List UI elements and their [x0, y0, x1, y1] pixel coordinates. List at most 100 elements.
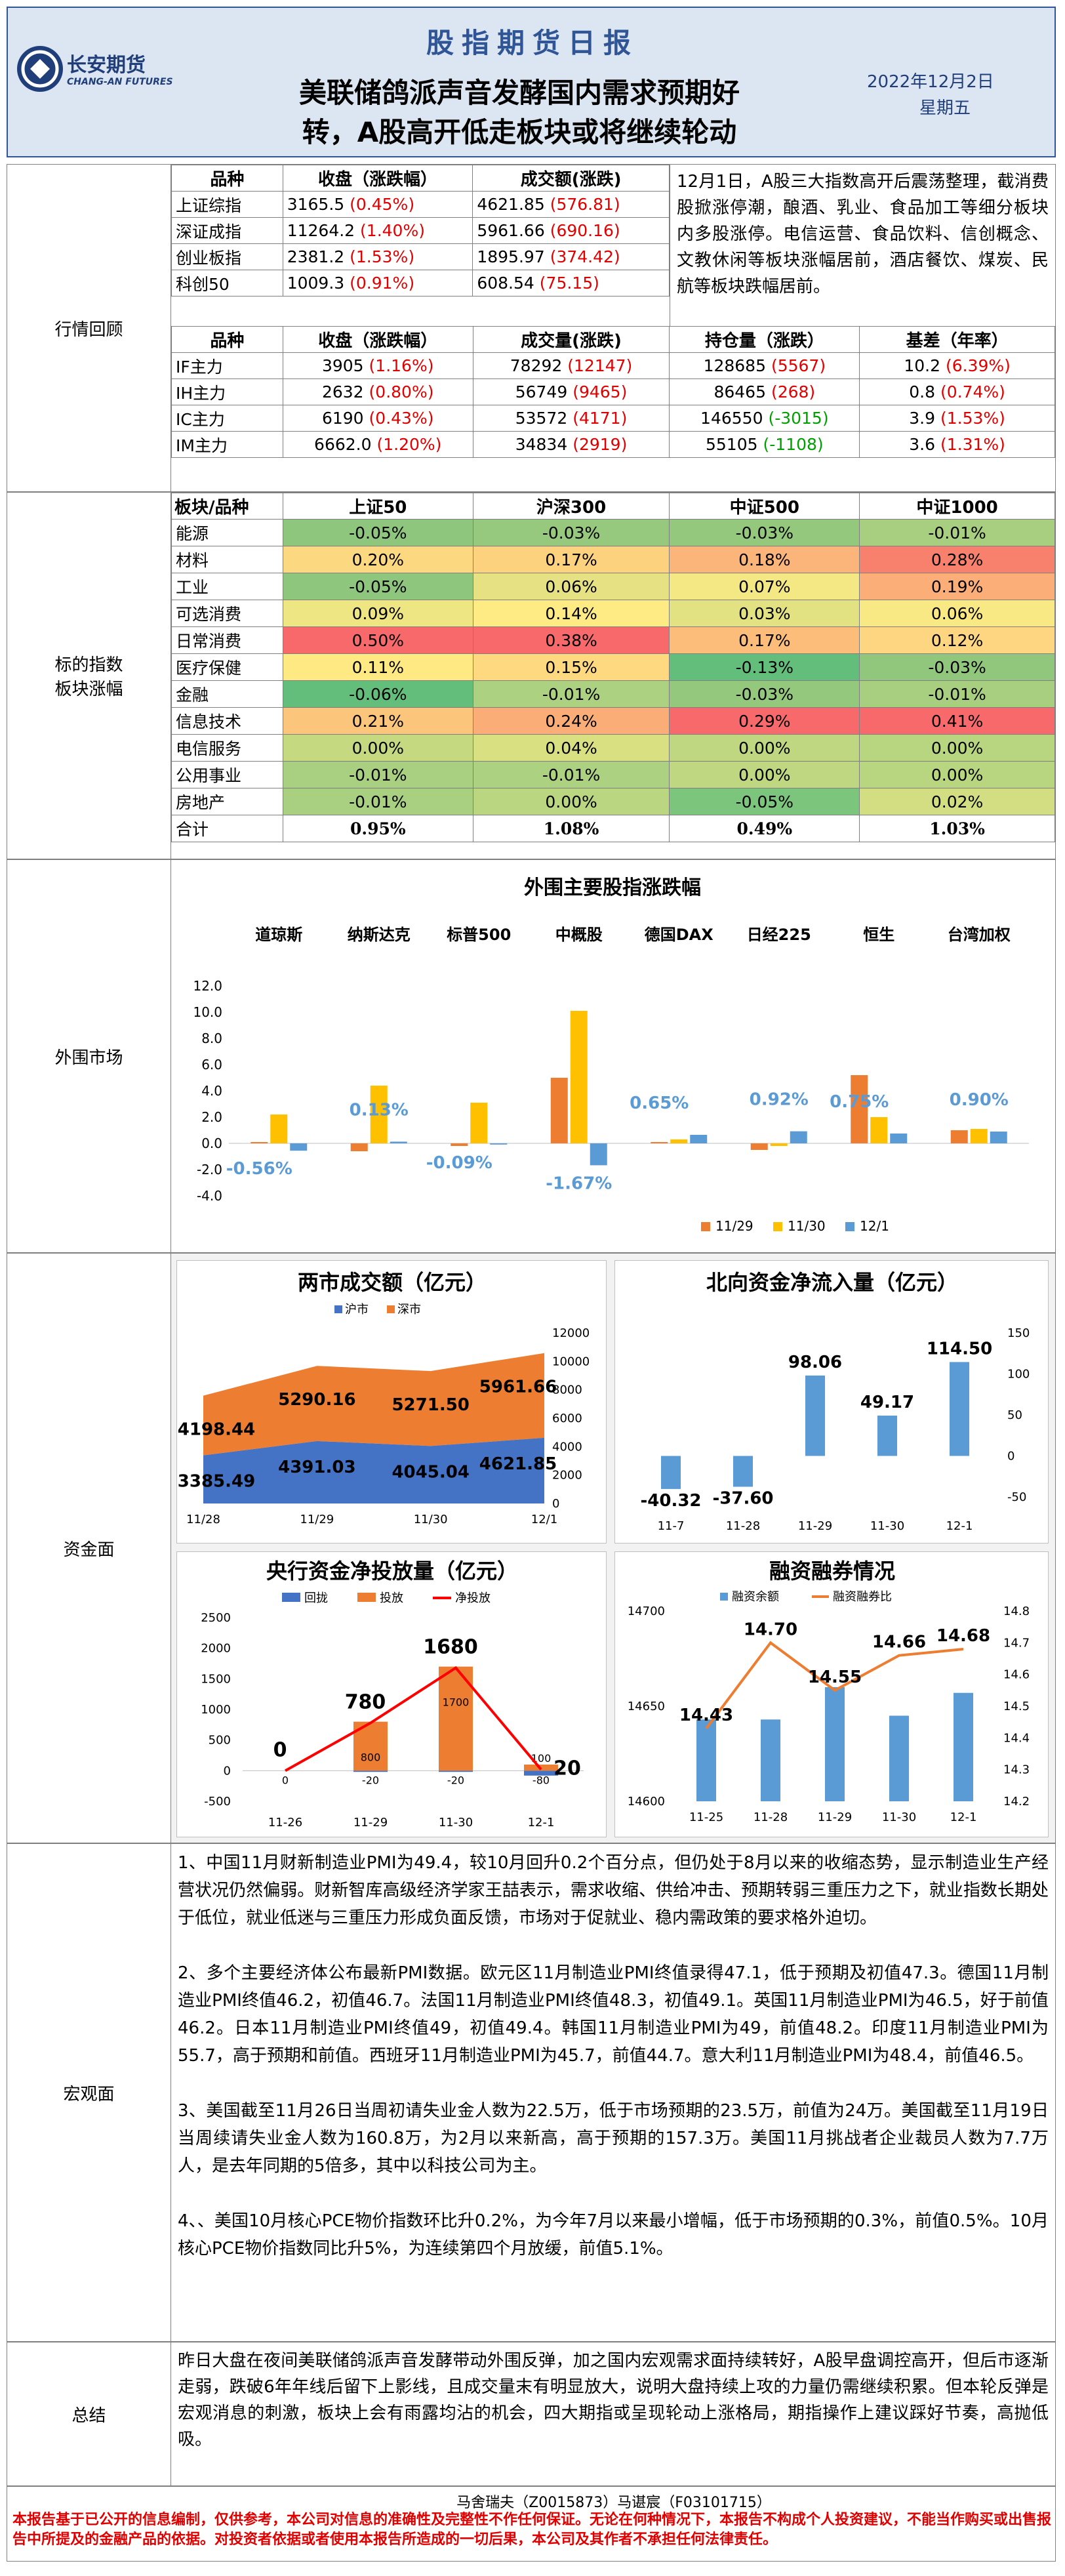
sector-value: 0.11%	[282, 653, 473, 681]
x-tick-label: 12/1	[531, 1513, 557, 1526]
total-label: 合计	[171, 815, 283, 842]
y-tick-label: 10000	[552, 1355, 590, 1368]
y-tick-label: 6.0	[201, 1057, 222, 1073]
y-tick-label: -2.0	[197, 1162, 222, 1177]
back-bar	[353, 1770, 388, 1772]
bar	[890, 1134, 908, 1143]
table-row: 公用事业 -0.01% -0.01% 0.00% 0.00%	[171, 761, 1055, 788]
table-row: 房地产 -0.01% 0.00% -0.05% 0.02%	[171, 788, 1055, 815]
summary-section: 总结 昨日大盘在夜间美联储鸽派声音发酵带动外围反弹，加之国内宏观需求面持续转好，…	[7, 2342, 1056, 2486]
index-name: 创业板指	[171, 243, 283, 270]
legend-label: 沪市	[345, 1303, 369, 1317]
amount-cell: 1895.97 (374.42)	[472, 243, 670, 270]
data-label: 14.43	[679, 1706, 733, 1725]
category-label: 纳斯达克	[348, 926, 411, 944]
y-tick-label: 2000	[201, 1642, 231, 1656]
bar	[550, 1078, 568, 1143]
data-label: -0.56%	[226, 1159, 292, 1179]
volume-change: (9465)	[573, 382, 628, 401]
sector-value: 0.00%	[282, 734, 473, 762]
y-tick-label: 500	[209, 1734, 231, 1748]
data-label: 3385.49	[178, 1472, 255, 1492]
y-tick-label: 0.0	[201, 1135, 222, 1151]
bar	[350, 1143, 368, 1151]
category-label: 道琼斯	[255, 926, 302, 944]
legend-label: 12/1	[860, 1218, 889, 1234]
pct-change: (1.16%)	[369, 356, 434, 375]
sector-value: -0.03%	[669, 680, 860, 708]
section-label: 行情回顾	[7, 165, 171, 491]
sector-value: 0.00%	[859, 734, 1055, 762]
table-row: IF主力 3905 (1.16%) 78292 (12147) 128685 (556…	[171, 352, 1055, 379]
amount-change: (690.16)	[550, 221, 620, 240]
data-label: 5290.16	[278, 1390, 355, 1410]
back-bar	[524, 1770, 558, 1776]
data-label: -37.60	[712, 1489, 773, 1509]
table-row: 材料 0.20% 0.17% 0.18% 0.28%	[171, 546, 1055, 573]
sector-value: 0.50%	[282, 626, 473, 654]
sector-value: 0.18%	[669, 546, 860, 573]
amount-cell: 608.54 (75.15)	[472, 270, 670, 296]
y2-tick-label: 14.5	[1003, 1700, 1030, 1713]
amount-change: (374.42)	[550, 247, 620, 266]
table-row: 上证综指 3165.5 (0.45%) 4621.85 (576.81)	[171, 191, 670, 218]
basis-value: 3.6	[909, 435, 936, 454]
category-label: 中概股	[555, 926, 603, 944]
volume-cell: 56749 (9465)	[472, 378, 670, 405]
sector-value: 0.21%	[282, 707, 473, 735]
table-row: IH主力 2632 (0.80%) 56749 (9465) 86465 (268) 0…	[171, 378, 1055, 405]
net-label: 20	[553, 1757, 581, 1780]
x-tick-label: 11-28	[754, 1810, 788, 1824]
y-tick-label: 2500	[201, 1611, 231, 1625]
sector-value: 0.02%	[859, 788, 1055, 815]
sector-value: 0.00%	[669, 734, 860, 762]
futures-table: 品种 收盘（涨跌幅） 成交量(涨跌) 持仓量（涨跌） 基差（年率） IF主力 39…	[171, 326, 1055, 458]
y-tick-label: 0	[552, 1497, 559, 1511]
close-cell: 11264.2 (1.40%)	[282, 217, 473, 244]
table-row: 可选消费 0.09% 0.14% 0.03% 0.06%	[171, 600, 1055, 627]
y-tick-label: -4.0	[197, 1188, 222, 1204]
sector-name: 房地产	[171, 788, 283, 815]
close-value: 2632	[321, 382, 364, 401]
section-label: 总结	[7, 2342, 171, 2485]
total-value: 1.03%	[859, 815, 1055, 842]
legend-label: 11/30	[788, 1218, 826, 1234]
basis-cell: 3.9 (1.53%)	[859, 405, 1055, 432]
sector-value: 0.15%	[472, 653, 670, 681]
col-header: 上证50	[282, 493, 473, 520]
bar	[877, 1416, 897, 1456]
legend-label: 深市	[397, 1303, 421, 1317]
oi-value: 128685	[703, 356, 766, 375]
amount-value: 1895.97	[477, 247, 545, 266]
sector-value: 0.24%	[472, 707, 670, 735]
x-tick-label: 11/30	[414, 1513, 448, 1526]
pct-change: (0.80%)	[369, 382, 434, 401]
data-label: -80	[532, 1774, 550, 1786]
chart-title: 北向资金净流入量（亿元）	[706, 1270, 958, 1295]
oi-change: (-3015)	[768, 409, 829, 428]
legend-swatch	[720, 1593, 728, 1601]
y2-tick-label: 14.2	[1003, 1795, 1030, 1809]
legend-swatch	[773, 1222, 782, 1231]
data-label: 14.68	[936, 1626, 990, 1646]
net-label: 780	[345, 1691, 386, 1714]
pct-change: (1.20%)	[376, 435, 442, 454]
data-label: 5961.66	[479, 1378, 557, 1397]
table-row: 日常消费 0.50% 0.38% 0.17% 0.12%	[171, 626, 1055, 654]
legend-label: 投放	[380, 1591, 403, 1605]
col-header: 沪深300	[472, 493, 670, 520]
volume-cell: 53572 (4171)	[472, 405, 670, 432]
sector-value: 0.07%	[669, 573, 860, 600]
sector-value: 0.09%	[282, 600, 473, 627]
summary-text: 昨日大盘在夜间美联储鸽派声音发酵带动外围反弹，加之国内宏观需求面持续转好，A股早…	[178, 2351, 1049, 2449]
legend-swatch	[845, 1222, 854, 1231]
close-value: 1009.3	[287, 274, 345, 293]
amount-value: 5961.66	[477, 221, 545, 240]
macro-paragraph: 2、多个主要经济体公布最新PMI数据。欧元区11月制造业PMI终值录得47.1，…	[178, 1963, 1049, 2066]
authors: 马舍瑞夫（Z0015873）马谌宸（F03101715）	[456, 2495, 771, 2511]
x-tick-label: 11-29	[818, 1810, 852, 1824]
col-header: 持仓量（涨跌）	[669, 326, 860, 353]
data-label: -20	[447, 1774, 464, 1786]
x-tick-label: 11-25	[689, 1810, 723, 1824]
data-label: -40.32	[640, 1491, 701, 1511]
